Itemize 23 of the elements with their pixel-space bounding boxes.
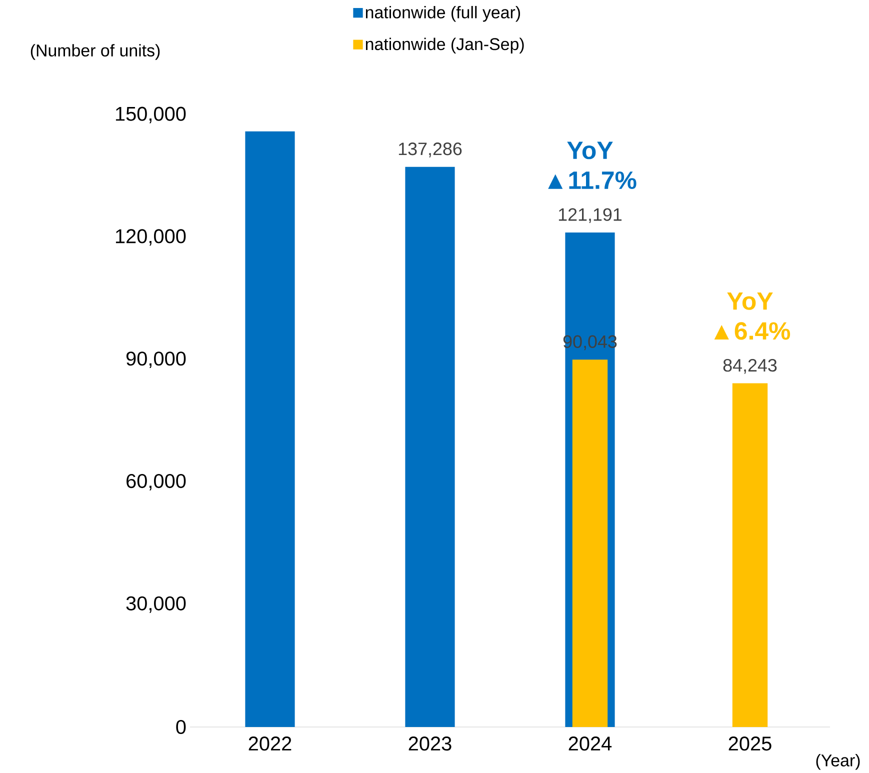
data-label: 121,191: [558, 208, 622, 223]
bar: [572, 360, 608, 727]
y-tick-label: 30,000: [126, 596, 186, 613]
x-axis-title: (Year): [816, 754, 860, 770]
bar: [245, 131, 295, 727]
bar: [732, 383, 768, 727]
y-tick-label: 120,000: [116, 229, 186, 246]
legend-label: nationwide (full year): [366, 6, 520, 22]
x-tick-label: 2023: [408, 736, 452, 751]
y-tick-label: 0: [176, 720, 186, 734]
x-tick-label: 2025: [728, 736, 772, 751]
y-axis-title: (Number of units): [30, 44, 160, 60]
y-tick-label: 150,000: [116, 106, 186, 124]
legend-label: nationwide (Jan-Sep): [366, 38, 524, 54]
y-tick-label: 90,000: [126, 352, 186, 368]
annotation: YoY ▲6.4%: [714, 292, 790, 340]
y-tick-label: 60,000: [126, 474, 186, 490]
bar: [405, 166, 455, 727]
data-label: 137,286: [398, 142, 462, 158]
data-label: 84,243: [723, 358, 777, 374]
annotation: YoY ▲11.7%: [548, 142, 636, 189]
x-tick-label: 2022: [248, 736, 292, 751]
x-tick-label: 2024: [568, 736, 612, 751]
